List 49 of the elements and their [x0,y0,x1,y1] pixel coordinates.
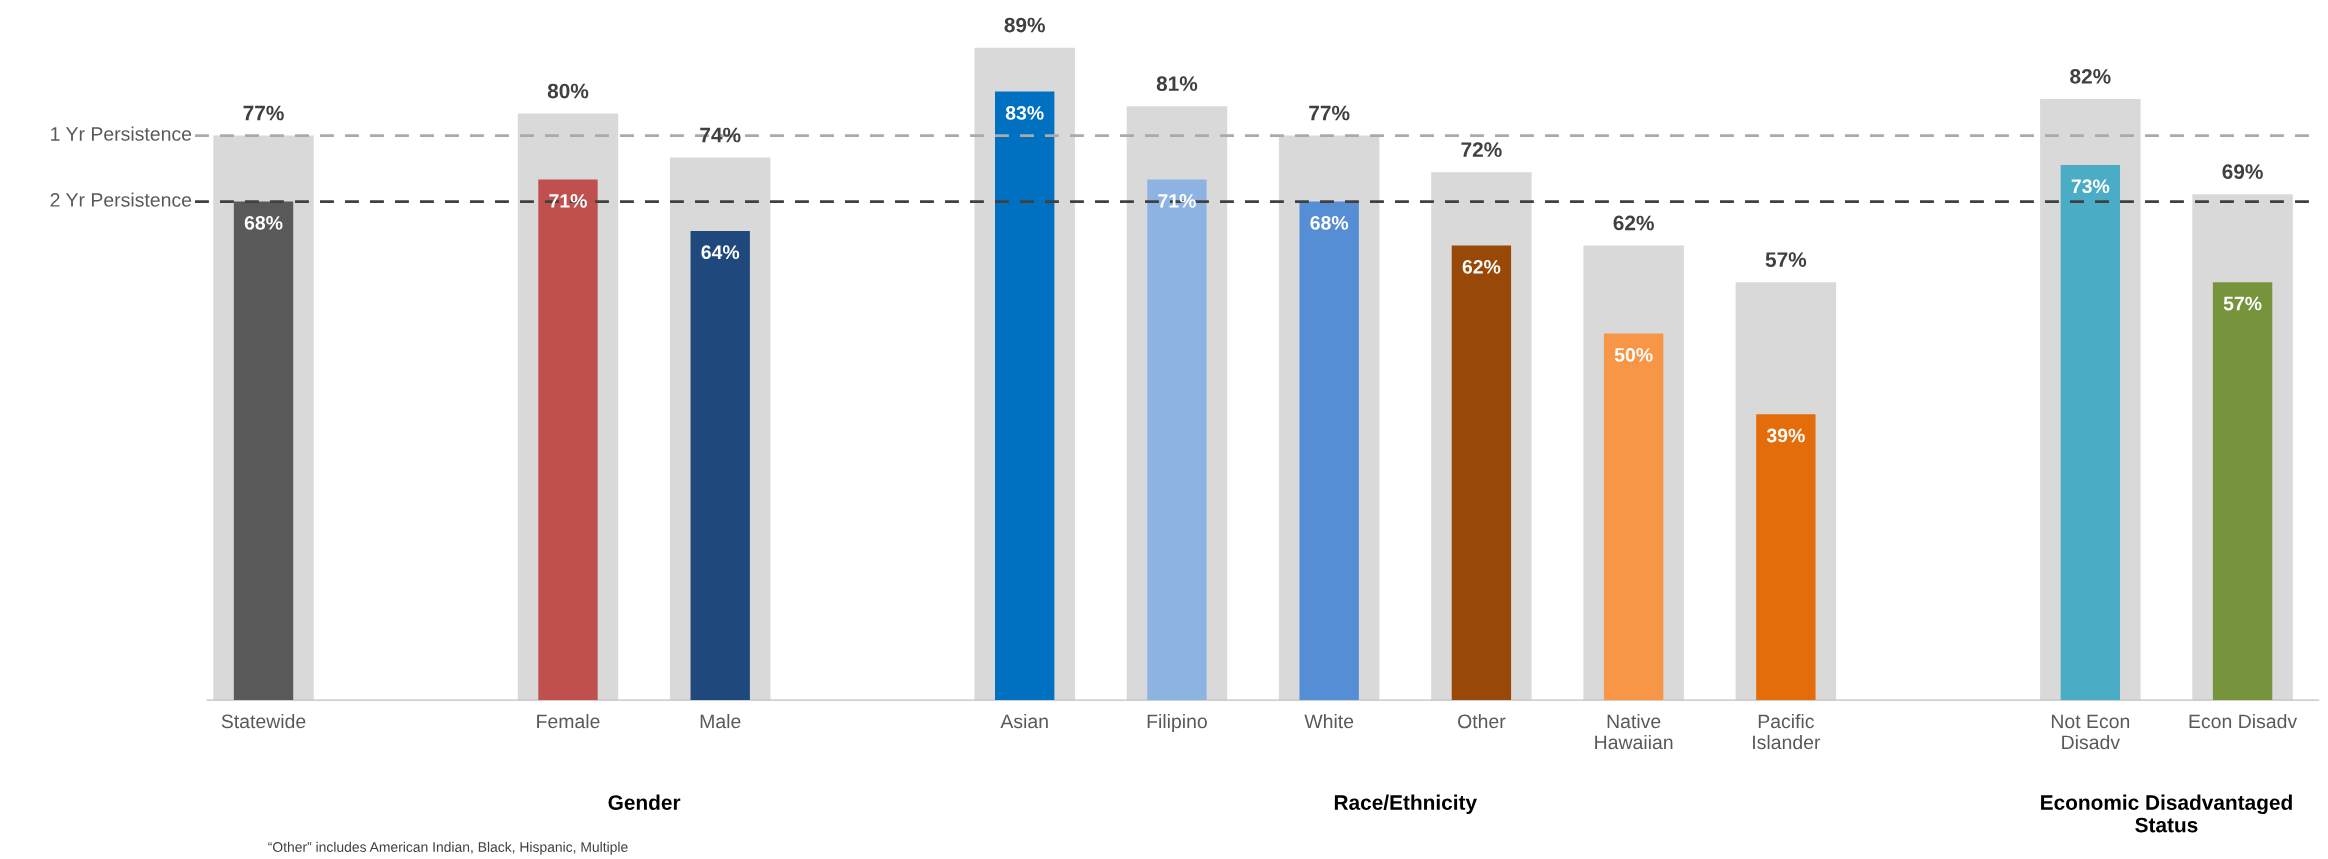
bar [538,179,598,701]
bar [690,230,750,701]
data-label: 72% [1461,142,1502,157]
data-label: 77% [1309,105,1350,121]
x-tick-label: Statewide [221,713,306,729]
bar [1603,333,1664,701]
data-label: 77% [243,105,284,121]
bar [1756,414,1816,701]
x-tick-label: Asian [1000,713,1048,729]
data-label: 68% [1310,215,1349,230]
bar [2212,282,2273,701]
ref-line-label: 1 Yr Persistence [51,126,192,141]
data-label: 62% [1613,215,1654,231]
data-label: 57% [2223,296,2262,311]
data-label: 83% [1005,106,1044,120]
data-label: 71% [1158,194,1196,208]
text: Race/Ethnicity [1334,794,1477,814]
data-label: 68% [244,215,283,230]
data-label: 73% [2071,179,2110,194]
data-label: 64% [701,245,740,260]
data-label: 74% [700,127,741,143]
x-tick-label: Female [537,713,600,729]
data-label: 82% [2070,68,2111,84]
x-tick-label: White [1304,713,1354,729]
x-tick-label: Not Econ Disadv [2051,714,2130,750]
data-label: 57% [1765,252,1807,267]
x-tick-label: Other [1458,713,1506,729]
bar [2060,164,2121,701]
data-label: 39% [1766,428,1805,443]
data-label: 89% [1004,17,1045,33]
text: Gender [608,794,681,810]
data-label: 80% [547,83,589,99]
data-label: 81% [1156,76,1198,92]
x-tick-label: Econ Disadv [2189,713,2298,729]
bar [1451,245,1512,701]
x-tick-label: Pacific Islander [1753,713,1821,750]
text: “Other” includes American Indian, Black, Hispanic, Multiple [268,841,628,855]
bar [1299,201,1359,701]
data-label: 50% [1614,347,1653,362]
ref-line-label: 2 Yr Persistence [50,192,192,207]
text: Economic Disadvantaged Status [2041,794,2292,833]
x-tick-label: Male [700,713,741,729]
x-tick-label: Filipino [1147,713,1207,733]
bar [1147,179,1207,701]
data-label: 69% [2222,164,2263,180]
x-tick-label: Native Hawaiian [1595,713,1673,750]
bar [233,201,294,701]
bar [995,91,1055,701]
data-label: 62% [1462,259,1501,274]
